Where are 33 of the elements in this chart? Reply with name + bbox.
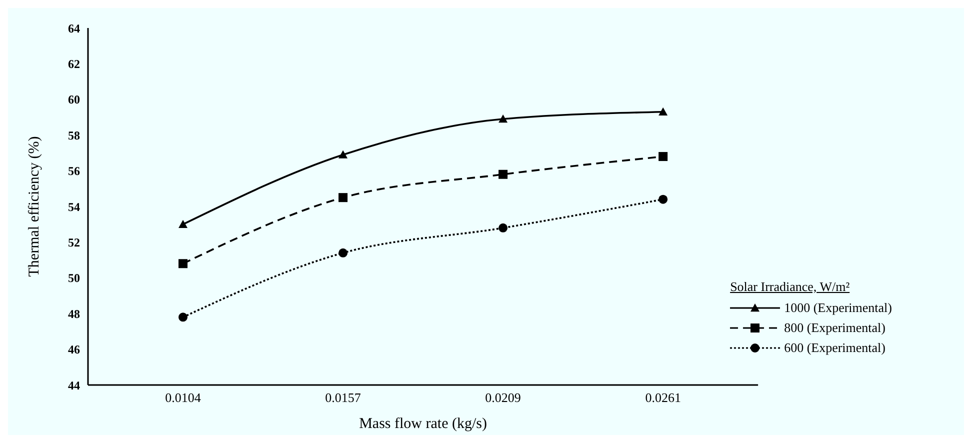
- point: [658, 107, 668, 116]
- point: [338, 193, 348, 202]
- y-tick-label: 64: [68, 21, 80, 36]
- point: [658, 152, 668, 162]
- point: [498, 170, 508, 179]
- y-tick-label: 52: [68, 235, 80, 250]
- point: [178, 259, 188, 268]
- y-tick-label: 54: [68, 200, 80, 214]
- point: [338, 248, 348, 258]
- point: [338, 150, 348, 158]
- legend-title: Solar Irradiance, W/m²: [730, 279, 851, 295]
- point: [498, 223, 508, 232]
- legend-label: 1000 (Experimental): [784, 300, 892, 316]
- x-axis-title: Mass flow rate (kg/s): [359, 416, 487, 432]
- y-tick-label: 56: [68, 164, 80, 178]
- x-tick-label: 0.0157: [325, 390, 362, 406]
- point: [178, 220, 188, 228]
- point: [178, 312, 188, 322]
- y-tick-label: 50: [68, 271, 80, 286]
- y-tick-label: 58: [68, 128, 80, 142]
- y-tick-label: 48: [68, 306, 80, 321]
- legend-label: 600 (Experimental): [784, 340, 886, 356]
- y-tick-label: 62: [68, 56, 80, 71]
- legend-label: 800 (Experimental): [784, 320, 886, 336]
- x-tick-label: 0.0209: [485, 390, 521, 406]
- y-tick-label: 60: [68, 92, 80, 107]
- x-tick-label: 0.0261: [645, 390, 681, 406]
- point: [498, 114, 508, 123]
- y-axis-title: Thermal efficiency (%): [26, 136, 42, 277]
- y-tick-label: 44: [68, 378, 80, 392]
- x-tick-label: 0.0104: [165, 390, 202, 406]
- y-tick-label: 46: [68, 342, 80, 357]
- point: [658, 194, 668, 204]
